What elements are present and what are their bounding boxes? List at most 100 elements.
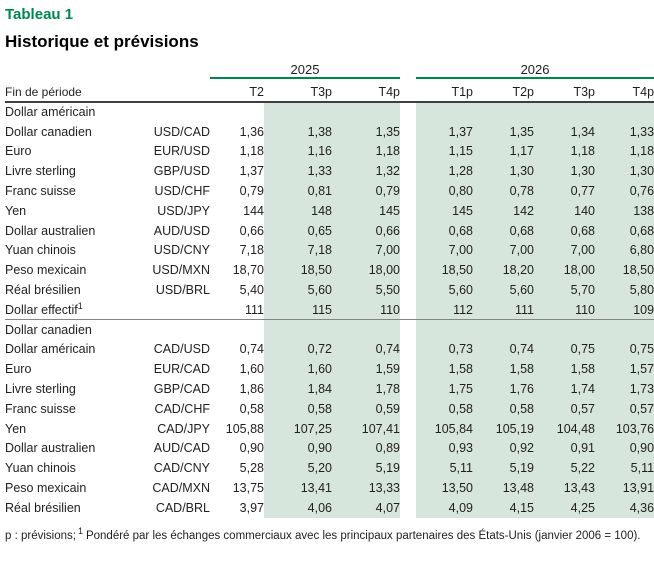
value-cell (332, 319, 400, 340)
currency-pair: CAD/CHF (154, 401, 210, 416)
value-cell: 0,75 (595, 339, 654, 360)
value-cell: 0,79 (239, 184, 264, 199)
value-cell (416, 102, 473, 122)
value-cell: 0,68 (595, 220, 654, 241)
value-cell: 13,75 (232, 481, 264, 496)
currency-pair: CAD/USD (153, 342, 210, 357)
row-label: Euro (5, 362, 32, 377)
value-cell: 5,22 (534, 458, 595, 479)
row-label: Franc suisse (5, 184, 76, 199)
value-cell: 0,74 (239, 342, 264, 357)
value-cell: 107,41 (332, 418, 400, 439)
value-cell: 1,86 (239, 382, 264, 397)
value-cell: 1,33 (595, 121, 654, 142)
value-cell: 1,35 (473, 121, 534, 142)
value-cell: 13,33 (332, 478, 400, 498)
value-cell: 0,75 (534, 339, 595, 360)
section-header-label: Dollar américain (5, 105, 96, 120)
currency-pair: USD/CNY (153, 243, 210, 258)
value-cell: 1,15 (416, 141, 473, 162)
column-gap (400, 280, 416, 300)
column-gap (400, 458, 416, 478)
page-title: Historique et prévisions (5, 32, 199, 51)
table-row: Franc suisse USD/CHF 0,79 0,81 0,79 0,80 0,78 0… (5, 181, 654, 201)
value-cell: 1,58 (416, 359, 473, 380)
value-cell (595, 102, 654, 122)
table-row: Yen CAD/JPY 105,88 107,25 107,41 105,84 105,19… (5, 418, 654, 439)
value-cell: 0,65 (264, 220, 332, 241)
value-cell: 7,00 (534, 240, 595, 261)
row-label: Livre sterling (5, 164, 76, 179)
value-cell: 7,00 (332, 240, 400, 261)
row-label: Peso mexicain (5, 263, 87, 278)
value-cell: 3,97 (239, 500, 264, 515)
row-label: Yuan chinois (5, 243, 76, 258)
value-cell: 0,93 (416, 438, 473, 459)
currency-pair: CAD/JPY (157, 421, 210, 436)
column-gap (400, 340, 416, 360)
section-header-row: Dollar américain (5, 102, 654, 122)
column-gap (400, 419, 416, 439)
quarter-header-t3p-2026: T3p (534, 78, 595, 103)
table-row: Dollar effectif1 111 115 110 112 111 110 109 (5, 299, 654, 320)
value-cell: 5,11 (416, 458, 473, 479)
row-label: Yen (5, 203, 27, 218)
table-row: Euro EUR/CAD 1,60 1,60 1,59 1,58 1,58 1,58 1,57 (5, 359, 654, 380)
currency-pair: AUD/CAD (153, 441, 210, 456)
row-label: Yen (5, 421, 27, 436)
currency-pair: AUD/USD (153, 223, 210, 238)
report-page: Tableau 1 Historique et prévisions 2025 … (5, 6, 654, 542)
footnote-text: Pondéré par les échanges commerciaux ave… (85, 529, 641, 542)
column-gap (400, 142, 416, 162)
table-body: Dollar américain Dollar canadien USD/CAD 1,… (5, 102, 654, 518)
row-label: Euro (5, 144, 32, 159)
value-cell: 0,77 (534, 181, 595, 201)
currency-pair: USD/CHF (154, 184, 210, 199)
value-cell: 4,09 (416, 497, 473, 518)
column-gap (400, 498, 416, 518)
value-cell: 4,25 (534, 497, 595, 518)
row-label: Réal brésilien (5, 500, 81, 515)
value-cell: 5,19 (332, 458, 400, 479)
row-label: Dollar australien (5, 223, 96, 238)
value-cell: 0,92 (473, 438, 534, 459)
period-label: Fin de période (5, 78, 210, 103)
value-cell: 0,76 (595, 181, 654, 201)
value-cell: 5,60 (264, 280, 332, 300)
value-cell: 1,30 (473, 161, 534, 182)
column-gap (400, 300, 416, 320)
value-cell: 5,80 (595, 280, 654, 300)
value-cell: 13,43 (534, 478, 595, 498)
column-gap (400, 439, 416, 459)
currency-pair: USD/JPY (157, 203, 210, 218)
value-cell: 6,80 (595, 240, 654, 261)
value-cell: 0,90 (264, 438, 332, 459)
table-row: Euro EUR/USD 1,18 1,16 1,18 1,15 1,17 1,18 1,18 (5, 141, 654, 162)
value-cell: 1,33 (264, 161, 332, 182)
value-cell (534, 102, 595, 122)
value-cell (264, 319, 332, 340)
value-cell: 112 (416, 299, 473, 320)
row-label: Réal brésilien (5, 283, 81, 298)
value-cell: 18,00 (534, 260, 595, 281)
value-cell: 1,60 (239, 362, 264, 377)
quarter-header-t1p-2026: T1p (416, 78, 473, 103)
value-cell: 0,81 (264, 181, 332, 201)
value-cell: 1,35 (332, 121, 400, 142)
value-cell: 1,18 (332, 141, 400, 162)
value-cell: 0,74 (332, 339, 400, 360)
currency-pair: USD/MXN (152, 263, 210, 278)
value-cell: 18,70 (232, 263, 264, 278)
value-cell: 5,70 (534, 280, 595, 300)
value-cell: 104,48 (534, 418, 595, 439)
value-cell: 4,07 (332, 497, 400, 518)
value-cell: 1,59 (332, 359, 400, 380)
table-number-title: Tableau 1 (5, 6, 74, 23)
value-cell: 1,18 (534, 141, 595, 162)
forecast-table: 2025 2026 Fin de période T2 T3p T4p T1p … (5, 59, 654, 518)
value-cell: 1,76 (473, 379, 534, 399)
value-cell: 105,84 (416, 418, 473, 439)
value-cell: 1,18 (595, 141, 654, 162)
row-label: Dollar effectif1 (5, 300, 83, 317)
currency-pair: CAD/BRL (155, 500, 210, 515)
